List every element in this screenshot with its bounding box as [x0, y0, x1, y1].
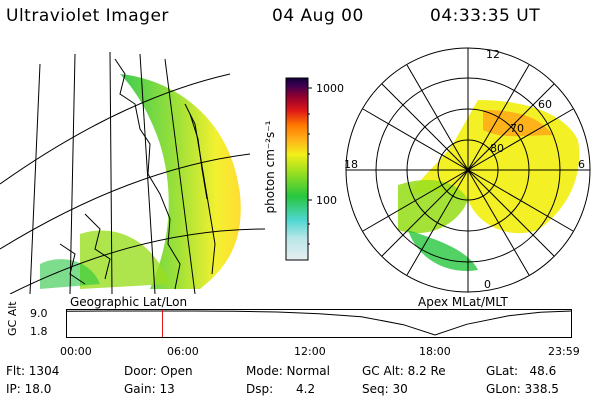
altitude-chart [66, 309, 572, 338]
colorbar-tick-1000: 1000 [316, 82, 344, 95]
xtick-4: 23:59 [548, 345, 580, 358]
mlt-label-18: 18 [344, 158, 358, 171]
ytick-1.8: 1.8 [30, 325, 48, 338]
polar-spokes [346, 48, 590, 292]
status-flt: Flt: 1304 [6, 364, 60, 378]
instrument-title: Ultraviolet Imager [6, 6, 169, 26]
mlt-label-6: 6 [578, 158, 585, 171]
aurora-emission-low [80, 230, 170, 289]
colorbar-tick-100: 100 [316, 194, 337, 207]
status-gc-alt: GC Alt: 8.2 Re [362, 364, 446, 378]
apex-label: Apex MLat/MLT [418, 295, 508, 309]
polar-oval-midnight [408, 230, 478, 271]
time-label: 04:33:35 UT [430, 6, 541, 26]
status-glat: GLat: 48.6 [486, 364, 557, 378]
altitude-chart-frame [66, 309, 572, 338]
status-glon: GLon: 338.5 [486, 382, 559, 396]
status-dsp: Dsp: 4.2 [246, 382, 316, 396]
ytick-9: 9.0 [30, 307, 48, 320]
geographic-map [0, 51, 266, 294]
mlat-label-80: 80 [490, 142, 504, 155]
mlat-label-60: 60 [538, 98, 552, 111]
status-ip: IP: 18.0 [6, 382, 52, 396]
gc-alt-ylabel: GC Alt [6, 301, 19, 336]
date-label: 04 Aug 00 [272, 6, 364, 26]
status-mode: Mode: Normal [246, 364, 330, 378]
altitude-series-line [66, 310, 572, 336]
geo-grid [0, 51, 266, 294]
mlat-label-70: 70 [510, 122, 524, 135]
polar-plot [345, 47, 591, 293]
xtick-3: 18:00 [419, 345, 451, 358]
colorbar-gradient [285, 77, 309, 261]
colorbar-ticks [308, 87, 312, 245]
status-seq: Seq: 30 [362, 382, 408, 396]
status-door: Door: Open [124, 364, 193, 378]
coastlines [59, 58, 216, 290]
status-gain: Gain: 13 [124, 382, 175, 396]
xtick-0: 00:00 [60, 345, 92, 358]
polar-oval-bright [483, 110, 553, 137]
xtick-1: 06:00 [167, 345, 199, 358]
geographic-label: Geographic Lat/Lon [70, 295, 188, 309]
colorbar-unit-label: photon cm⁻²s⁻¹ [263, 120, 277, 214]
xtick-2: 12:00 [294, 345, 326, 358]
polar-oval-dusk [398, 180, 468, 234]
mlt-label-12: 12 [486, 48, 500, 61]
colorbar [285, 77, 312, 261]
mlt-label-0: 0 [484, 278, 491, 291]
